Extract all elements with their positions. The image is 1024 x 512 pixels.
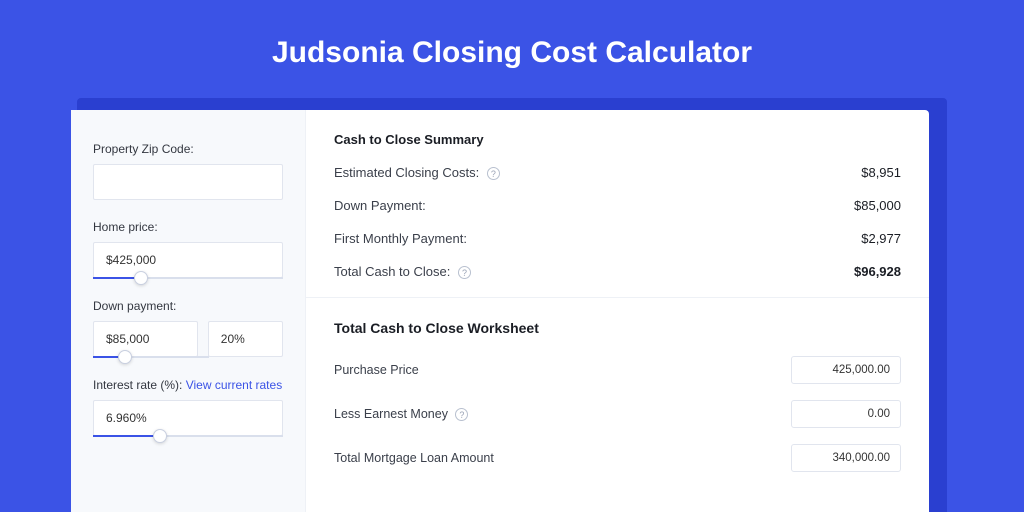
summary-row: First Monthly Payment: $2,977 [334,231,901,246]
worksheet-section: Total Cash to Close Worksheet Purchase P… [306,298,929,510]
home-price-field-group: Home price: [93,220,283,279]
worksheet-row-input[interactable] [791,356,901,384]
worksheet-row-label: Less Earnest Money ? [334,407,468,421]
worksheet-row: Total Mortgage Loan Amount [334,444,901,472]
interest-rate-field-group: Interest rate (%): View current rates [93,378,283,437]
calculator-card: Property Zip Code: Home price: Down paym… [71,110,929,512]
worksheet-row-input[interactable] [791,444,901,472]
help-icon[interactable]: ? [487,167,500,180]
worksheet-row-input[interactable] [791,400,901,428]
worksheet-title: Total Cash to Close Worksheet [334,320,901,336]
summary-label: Down Payment: [334,198,426,213]
summary-row: Down Payment: $85,000 [334,198,901,213]
home-price-input[interactable] [93,242,283,278]
zip-label: Property Zip Code: [93,142,283,156]
summary-total-label: Total Cash to Close: ? [334,264,471,279]
summary-value: $8,951 [861,165,901,180]
card-shadow: Property Zip Code: Home price: Down paym… [77,98,947,512]
summary-total-label-text: Total Cash to Close: [334,264,450,279]
summary-label: Estimated Closing Costs: ? [334,165,500,180]
worksheet-row: Less Earnest Money ? [334,400,901,428]
view-rates-link[interactable]: View current rates [186,378,283,392]
help-icon[interactable]: ? [455,408,468,421]
summary-label: First Monthly Payment: [334,231,467,246]
summary-row: Estimated Closing Costs: ? $8,951 [334,165,901,180]
interest-rate-label: Interest rate (%): View current rates [93,378,283,392]
worksheet-row-label: Total Mortgage Loan Amount [334,451,494,465]
down-payment-percent-input[interactable] [208,321,283,357]
interest-rate-slider[interactable] [93,435,283,437]
home-price-slider[interactable] [93,277,283,279]
down-payment-field-group: Down payment: [93,299,283,358]
interest-rate-slider-fill [93,435,160,437]
inputs-sidebar: Property Zip Code: Home price: Down paym… [71,110,306,512]
summary-value: $85,000 [854,198,901,213]
results-main: Cash to Close Summary Estimated Closing … [306,110,929,512]
down-payment-input[interactable] [93,321,198,357]
summary-total-row: Total Cash to Close: ? $96,928 [334,264,901,279]
summary-value: $2,977 [861,231,901,246]
interest-rate-label-text: Interest rate (%): [93,378,186,392]
home-price-label: Home price: [93,220,283,234]
summary-total-value: $96,928 [854,264,901,279]
down-payment-slider[interactable] [93,356,209,358]
summary-section: Cash to Close Summary Estimated Closing … [306,110,929,298]
down-payment-slider-thumb[interactable] [118,350,132,364]
interest-rate-slider-thumb[interactable] [153,429,167,443]
help-icon[interactable]: ? [458,266,471,279]
summary-label-text: Estimated Closing Costs: [334,165,479,180]
summary-title: Cash to Close Summary [334,132,901,147]
worksheet-row-label: Purchase Price [334,363,419,377]
home-price-slider-thumb[interactable] [134,271,148,285]
interest-rate-input[interactable] [93,400,283,436]
worksheet-row: Purchase Price [334,356,901,384]
worksheet-row-label-text: Less Earnest Money [334,407,448,421]
zip-input[interactable] [93,164,283,200]
down-payment-label: Down payment: [93,299,283,313]
zip-field-group: Property Zip Code: [93,142,283,200]
page-title: Judsonia Closing Cost Calculator [0,0,1024,98]
